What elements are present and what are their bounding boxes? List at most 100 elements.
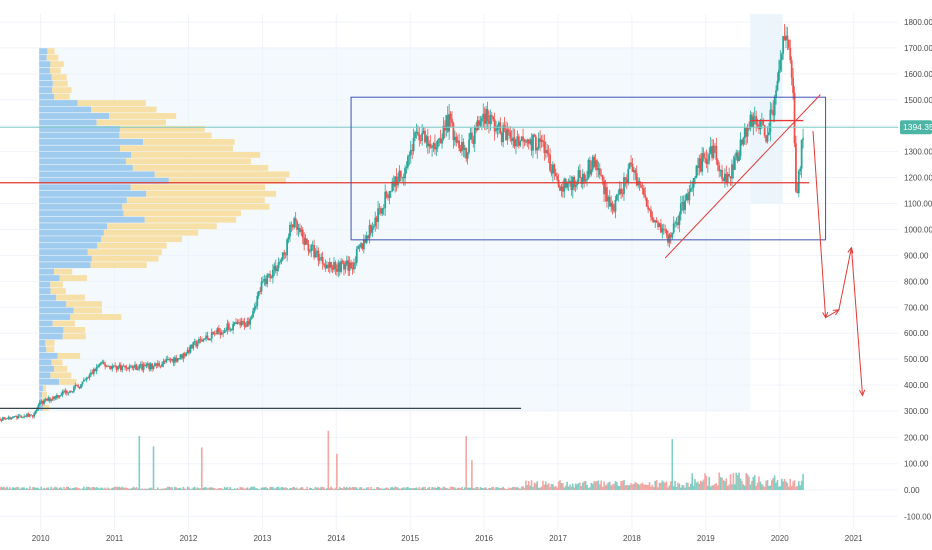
volume-bar [276,486,278,490]
profile-row-yellow [122,203,270,210]
volume-bar [36,487,38,490]
volume-bar [191,488,193,490]
candle-body [294,218,297,222]
profile-row-blue [39,139,144,145]
candle-body [208,338,210,341]
candle-body [73,386,75,392]
volume-bar [147,488,149,490]
profile-row-blue [39,359,52,366]
volume-bar [307,489,310,490]
profile-row-blue [39,184,131,191]
candle-body [465,148,468,159]
candle-body [253,307,256,312]
volume-bar [270,486,273,490]
volume-bar [702,479,705,490]
candle-body [85,377,88,380]
volume-bar [569,484,571,490]
volume-bar [458,487,460,490]
volume-bar [186,486,189,490]
candle-body [488,121,490,124]
drawings-layer[interactable] [0,94,898,410]
candle-body [799,168,802,172]
profile-row-blue [39,145,121,152]
candle-body [247,321,250,325]
volume-bar [7,488,10,490]
candle-body [486,108,489,122]
volume-bar [199,488,202,490]
profile-row-blue [39,314,71,320]
candle-body [320,257,323,260]
volume-bar [657,487,659,490]
volume-bar [168,486,170,490]
profile-row-yellow [130,184,266,191]
volume-bar [532,487,534,490]
trend-line [664,94,821,259]
price-axis[interactable]: 1800.001700.001600.001500.001400.001300.… [904,18,932,416]
profile-shade-recent [750,14,783,204]
volume-bar [519,488,522,490]
candle-body [380,208,382,214]
volume-bar [267,488,270,490]
candle-body [365,235,368,243]
candle-body [615,194,618,200]
volume-bar [377,486,379,490]
candle-body [407,156,409,168]
candle-body [722,178,725,182]
volume-bar [701,481,703,490]
profile-row-blue [39,346,47,353]
candle-body [603,180,605,195]
candle-body [328,262,331,268]
volume-bar [479,487,482,490]
volume-bar [259,489,261,490]
candle-body [482,113,485,119]
time-axis[interactable]: 2010 2011 2012 2013 2014 2015 2016 2017 2018 2019… [32,534,863,543]
candle-body [613,209,615,212]
candle-body [502,125,505,143]
candle-body [296,221,298,230]
volume-bar [14,487,17,490]
profile-row-blue [39,385,43,392]
candle-body [718,165,721,172]
profile-row-yellow [50,372,72,379]
volume-bar [40,486,43,490]
candle-body [385,191,388,197]
candle-body [651,217,654,220]
volume-bar [579,482,581,490]
candle-body [372,226,375,228]
candle-body [579,170,581,178]
volume-bar [81,488,84,490]
candle-body [283,252,286,255]
candle-body [520,136,523,142]
volume-bar [517,488,520,490]
candle-body [217,327,220,332]
candle-body [712,145,715,158]
volume-bar [681,484,684,490]
candle-body [598,168,601,175]
volume-bar [338,487,341,490]
candle-body [144,364,146,367]
candle-body [263,278,266,282]
candle-body [630,162,632,164]
volume-bar [16,486,18,490]
volume-bar [115,486,118,490]
candle-body [334,262,337,270]
candle-body [489,115,492,124]
candle-body [495,129,497,132]
candle-body [222,332,225,334]
candle-body [478,120,480,126]
profile-row-blue [39,255,92,262]
last-price-tag-bg [900,120,932,135]
candle-body [640,185,642,188]
profile-row-yellow [50,61,64,68]
candle-body [10,417,13,420]
volume-bar [343,486,345,490]
profile-row-yellow [91,255,159,262]
volume-bar [472,487,475,490]
volume-bar [201,447,203,490]
candle-body [776,80,779,91]
candle-body [505,128,507,141]
volume-bar [698,483,701,490]
candle-body [109,366,112,369]
volume-bar [51,488,54,490]
